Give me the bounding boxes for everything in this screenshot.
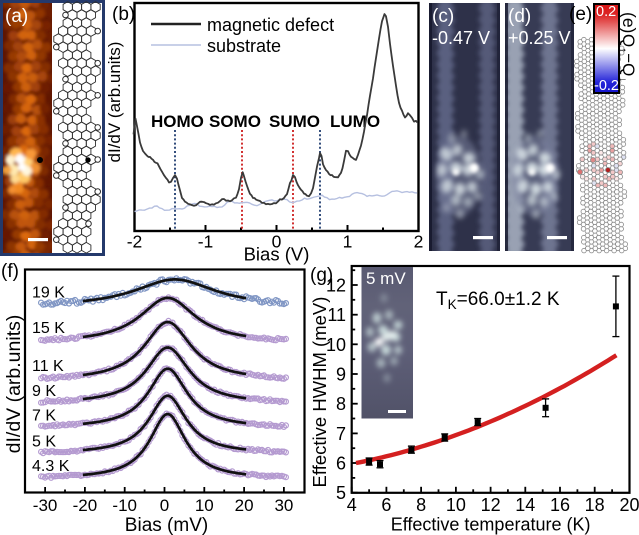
- svg-text:TK=66.0±1.2 K: TK=66.0±1.2 K: [436, 289, 560, 312]
- svg-text:4: 4: [347, 495, 357, 515]
- svg-text:Q↑−Q↓: Q↑−Q↓: [616, 34, 638, 82]
- svg-text:(f): (f): [1, 261, 19, 282]
- svg-text:7: 7: [336, 424, 346, 444]
- svg-text:6: 6: [336, 454, 346, 474]
- svg-text:(e): (e): [619, 12, 639, 33]
- svg-text:Effective temperature (K): Effective temperature (K): [391, 515, 591, 535]
- svg-text:14: 14: [515, 495, 535, 515]
- svg-text:-0.2: -0.2: [594, 78, 619, 94]
- svg-text:20: 20: [619, 495, 639, 515]
- svg-text:12: 12: [326, 276, 346, 296]
- svg-text:Bias (V): Bias (V): [244, 244, 310, 265]
- svg-text:Bias (mV): Bias (mV): [125, 515, 208, 535]
- svg-text:(a): (a): [5, 6, 28, 27]
- svg-text:0.2: 0.2: [596, 4, 616, 20]
- svg-text:20: 20: [235, 496, 254, 515]
- svg-text:dI/dV (arb.units): dI/dV (arb.units): [3, 315, 25, 454]
- svg-text:6: 6: [381, 495, 391, 515]
- svg-text:-2: -2: [127, 232, 143, 252]
- svg-text:SOMO: SOMO: [209, 112, 261, 131]
- svg-text:-0.47 V: -0.47 V: [432, 28, 490, 48]
- svg-text:0: 0: [272, 232, 282, 252]
- svg-text:10: 10: [446, 495, 466, 515]
- svg-text:LUMO: LUMO: [330, 112, 380, 131]
- svg-text:2: 2: [414, 232, 424, 252]
- svg-text:12: 12: [481, 495, 501, 515]
- svg-text:(d): (d): [508, 6, 531, 27]
- svg-text:(b): (b): [112, 4, 135, 25]
- svg-text:SUMO: SUMO: [269, 112, 320, 131]
- svg-text:5 K: 5 K: [32, 434, 56, 451]
- svg-text:substrate: substrate: [207, 36, 281, 56]
- svg-text:19 K: 19 K: [32, 285, 65, 302]
- svg-text:9 K: 9 K: [32, 383, 56, 400]
- svg-text:15 K: 15 K: [32, 320, 65, 337]
- svg-text:(c): (c): [432, 6, 454, 27]
- svg-text:7 K: 7 K: [32, 408, 56, 425]
- svg-text:magnetic defect: magnetic defect: [207, 15, 334, 35]
- svg-text:Effective HWHM (meV): Effective HWHM (meV): [309, 297, 330, 488]
- svg-text:dI/dV (arb.units): dI/dV (arb.units): [105, 42, 124, 163]
- svg-text:1: 1: [343, 232, 353, 252]
- svg-text:8: 8: [416, 495, 426, 515]
- svg-text:4.3 K: 4.3 K: [32, 458, 70, 475]
- svg-text:0: 0: [160, 496, 169, 515]
- svg-text:16: 16: [550, 495, 570, 515]
- svg-text:5 mV: 5 mV: [366, 269, 406, 288]
- svg-text:9: 9: [336, 365, 346, 385]
- svg-text:18: 18: [585, 495, 605, 515]
- svg-text:+0.25 V: +0.25 V: [508, 28, 571, 48]
- svg-text:8: 8: [336, 394, 346, 414]
- svg-text:-30: -30: [33, 496, 58, 515]
- svg-text:11 K: 11 K: [32, 358, 64, 375]
- svg-text:11: 11: [327, 305, 346, 325]
- svg-text:30: 30: [274, 496, 293, 515]
- svg-text:-20: -20: [73, 496, 98, 515]
- svg-text:(g): (g): [310, 265, 333, 286]
- svg-text:10: 10: [326, 335, 346, 355]
- svg-text:HOMO: HOMO: [151, 112, 204, 131]
- svg-text:(e): (e): [569, 4, 592, 25]
- svg-text:-10: -10: [112, 496, 137, 515]
- svg-text:5: 5: [336, 483, 346, 503]
- svg-text:-1: -1: [198, 232, 214, 252]
- svg-text:10: 10: [195, 496, 214, 515]
